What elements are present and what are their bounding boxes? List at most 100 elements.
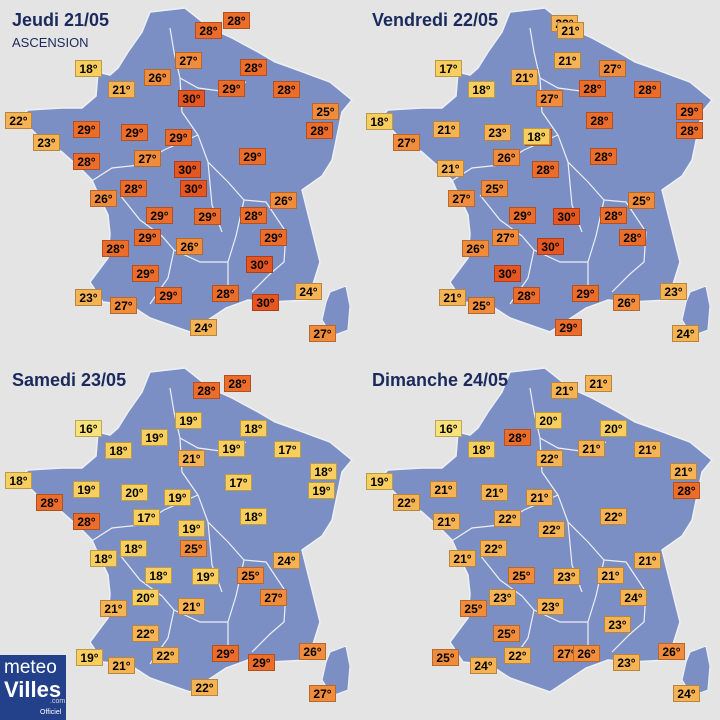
temperature-label: 26° <box>90 190 117 207</box>
temperature-label: 25° <box>237 567 264 584</box>
temperature-label: 29° <box>165 129 192 146</box>
temperature-label: 18° <box>145 567 172 584</box>
corsica-shape <box>321 645 351 697</box>
temperature-label: 22° <box>152 647 179 664</box>
temperature-label: 29° <box>212 645 239 662</box>
temperature-label: 19° <box>164 489 191 506</box>
temperature-label: 21° <box>597 567 624 584</box>
temperature-label: 21° <box>551 382 578 399</box>
forecast-panel-sunday: Dimanche 24/05 21° 21° 20° 16° 28° 20° 18° 21° 21… <box>360 360 720 720</box>
temperature-label: 19° <box>366 473 393 490</box>
temperature-label: 23° <box>537 598 564 615</box>
temperature-label: 25° <box>468 297 495 314</box>
region-boundary-5 <box>479 194 535 305</box>
region-boundary-4 <box>243 199 287 293</box>
temperature-label: 18° <box>240 508 267 525</box>
temperature-label: 21° <box>634 552 661 569</box>
temperature-label: 27° <box>536 90 563 107</box>
temperature-label: 28° <box>532 161 559 178</box>
temperature-label: 24° <box>672 325 699 342</box>
temperature-label: 28° <box>240 59 267 76</box>
temperature-label: 28° <box>619 229 646 246</box>
temperature-label: 27° <box>599 60 626 77</box>
temperature-label: 23° <box>613 654 640 671</box>
temperature-label: 25° <box>432 649 459 666</box>
temperature-label: 30° <box>252 294 279 311</box>
temperature-label: 28° <box>73 153 100 170</box>
temperature-label: 29° <box>572 285 599 302</box>
temperature-label: 22° <box>600 508 627 525</box>
temperature-label: 29° <box>239 148 266 165</box>
temperature-label: 21° <box>100 600 127 617</box>
temperature-label: 24° <box>190 319 217 336</box>
day-title: Vendredi 22/05 <box>372 10 499 30</box>
temperature-label: 30° <box>537 238 564 255</box>
temperature-label: 25° <box>481 180 508 197</box>
temperature-label: 21° <box>526 489 553 506</box>
corsica-shape <box>681 645 711 697</box>
temperature-label: 20° <box>121 484 148 501</box>
temperature-label: 18° <box>240 420 267 437</box>
corsica-shape <box>321 285 351 337</box>
temperature-label: 29° <box>73 121 100 138</box>
region-boundary-1 <box>539 77 605 290</box>
day-title: Dimanche 24/05 <box>372 370 509 390</box>
temperature-label: 23° <box>489 589 516 606</box>
temperature-label: 24° <box>295 283 322 300</box>
temperature-label: 21° <box>108 657 135 674</box>
temperature-label: 28° <box>102 240 129 257</box>
temperature-label: 21° <box>670 463 697 480</box>
temperature-label: 23° <box>553 568 580 585</box>
temperature-label: 28° <box>600 207 627 224</box>
temperature-label: 24° <box>673 685 700 702</box>
temperature-label: 22° <box>480 540 507 557</box>
temperature-label: 18° <box>310 463 337 480</box>
logo-line-4: Officiel <box>40 709 62 716</box>
region-boundary-4 <box>243 559 287 653</box>
temperature-label: 26° <box>573 645 600 662</box>
temperature-label: 20° <box>600 420 627 437</box>
temperature-label: 18° <box>120 540 147 557</box>
temperature-label: 21° <box>578 440 605 457</box>
temperature-label: 23° <box>75 289 102 306</box>
logo-line-2: Villes <box>4 677 62 702</box>
temperature-label: 22° <box>494 510 521 527</box>
temperature-label: 28° <box>579 80 606 97</box>
temperature-label: 27° <box>260 589 287 606</box>
temperature-label: 17° <box>435 60 462 77</box>
temperature-label: 21° <box>430 481 457 498</box>
temperature-label: 19° <box>141 429 168 446</box>
temperature-label: 23° <box>604 616 631 633</box>
temperature-label: 17° <box>225 474 252 491</box>
logo-line-1: meteo <box>4 657 57 678</box>
temperature-label: 30° <box>553 208 580 225</box>
temperature-label: 27° <box>110 297 137 314</box>
temperature-label: 19° <box>76 649 103 666</box>
meteovilles-logo[interactable]: meteo Villes .com Officiel <box>0 655 66 720</box>
region-boundary-1 <box>179 437 245 650</box>
forecast-panel-saturday: Samedi 23/05 28° 28° 19° 16° 18° 19° 18° 19° 21° 1… <box>0 360 360 720</box>
temperature-label: 22° <box>538 521 565 538</box>
temperature-label: 27° <box>309 325 336 342</box>
temperature-label: 21° <box>554 52 581 69</box>
temperature-label: 18° <box>105 442 132 459</box>
temperature-label: 24° <box>470 657 497 674</box>
temperature-label: 21° <box>433 121 460 138</box>
temperature-label: 25° <box>460 600 487 617</box>
temperature-label: 30° <box>494 265 521 282</box>
temperature-label: 22° <box>393 494 420 511</box>
temperature-label: 18° <box>468 81 495 98</box>
temperature-label: 30° <box>174 161 201 178</box>
temperature-label: 26° <box>176 238 203 255</box>
temperature-label: 20° <box>535 412 562 429</box>
region-boundary-4 <box>603 199 647 293</box>
temperature-label: 19° <box>178 520 205 537</box>
temperature-label: 18° <box>5 472 32 489</box>
temperature-label: 28° <box>212 285 239 302</box>
temperature-label: 30° <box>180 180 207 197</box>
temperature-label: 29° <box>132 265 159 282</box>
temperature-label: 26° <box>462 240 489 257</box>
forecast-panel-friday: Vendredi 22/05 23° 21° 21° 17° 27° 21° 18° 28° 28… <box>360 0 720 360</box>
temperature-label: 21° <box>108 81 135 98</box>
temperature-label: 29° <box>260 229 287 246</box>
